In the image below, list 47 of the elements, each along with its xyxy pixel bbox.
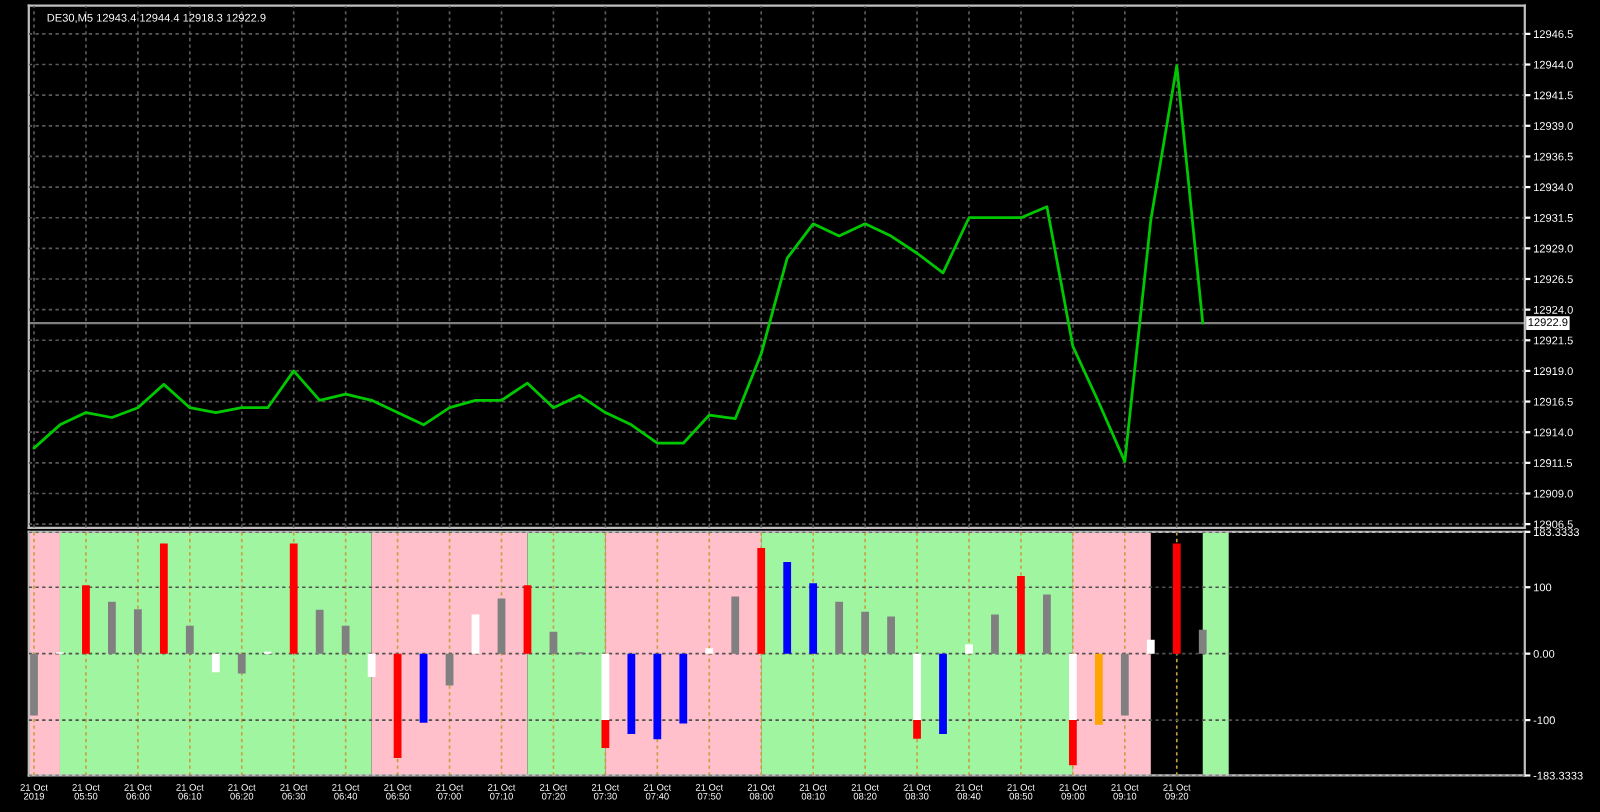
- bar: [731, 596, 740, 654]
- bar: [341, 625, 350, 654]
- bar: [1198, 629, 1207, 654]
- bar: [108, 601, 116, 654]
- bar: [82, 585, 90, 654]
- bar: [185, 625, 194, 654]
- bar: [159, 543, 168, 654]
- bar: [211, 653, 220, 673]
- bar: [367, 653, 376, 677]
- bar: [289, 543, 298, 654]
- bar: [783, 561, 792, 654]
- bar: [1094, 653, 1103, 725]
- bar: [1146, 639, 1155, 654]
- bar: [601, 653, 610, 721]
- bar: [549, 631, 558, 654]
- bar: [835, 601, 844, 654]
- bar: [627, 653, 636, 735]
- bar: [523, 585, 532, 654]
- bar: [393, 653, 402, 758]
- bar: [965, 644, 973, 654]
- bar: [653, 653, 662, 740]
- bar: [913, 720, 921, 739]
- bar: [809, 583, 818, 654]
- line-series: [32, 64, 1205, 464]
- bar: [1068, 720, 1077, 766]
- bar: [861, 611, 869, 654]
- bar: [991, 614, 999, 654]
- bar: [471, 614, 480, 654]
- bar: [887, 616, 895, 654]
- bar: [315, 609, 324, 654]
- bar: [445, 653, 454, 686]
- bar: [237, 653, 246, 674]
- bar: [757, 548, 766, 654]
- bar: [30, 653, 38, 716]
- bar: [939, 653, 947, 735]
- bar: [1043, 594, 1051, 654]
- bar: [1120, 653, 1129, 716]
- bar: [1017, 575, 1025, 654]
- bar: [705, 648, 714, 654]
- bar: [419, 653, 428, 723]
- bar: [133, 609, 142, 654]
- bar: [1172, 543, 1181, 654]
- bar: [601, 720, 610, 748]
- bar: [679, 653, 688, 724]
- bar: [497, 598, 506, 654]
- bar: [913, 653, 921, 721]
- bar: [1068, 653, 1077, 721]
